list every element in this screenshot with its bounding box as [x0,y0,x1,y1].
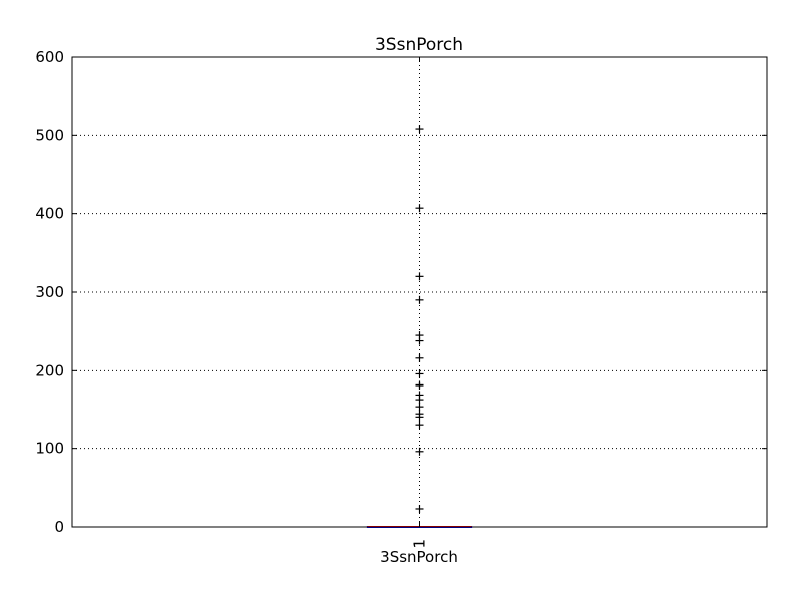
x-axis-label: 3SsnPorch [380,548,458,566]
flier-point [415,331,424,340]
y-tick-label: 100 [35,440,64,458]
flier-point [415,125,424,134]
flier-point [415,391,424,400]
chart-title: 3SsnPorch [375,35,463,55]
flier-point [415,295,424,304]
y-tick-label: 200 [35,361,64,379]
flier-point [415,369,424,378]
y-tick-label: 300 [35,283,64,301]
flier-point [415,421,424,430]
flier-point [415,272,424,281]
axis-ticks: 0 100 200 300 400 500 600 1 [35,48,767,549]
y-tick-label: 400 [35,205,64,223]
flier-point [415,353,424,362]
y-tick-label: 500 [35,126,64,144]
flier-point [415,380,424,389]
flier-point [415,204,424,213]
flier-point [415,410,424,419]
flier-point [415,504,424,513]
flier-point [415,403,424,412]
y-tick-label: 600 [35,48,64,66]
flier-point [415,447,424,456]
x-tick-label: 1 [411,539,429,549]
y-tick-label: 0 [54,518,64,536]
